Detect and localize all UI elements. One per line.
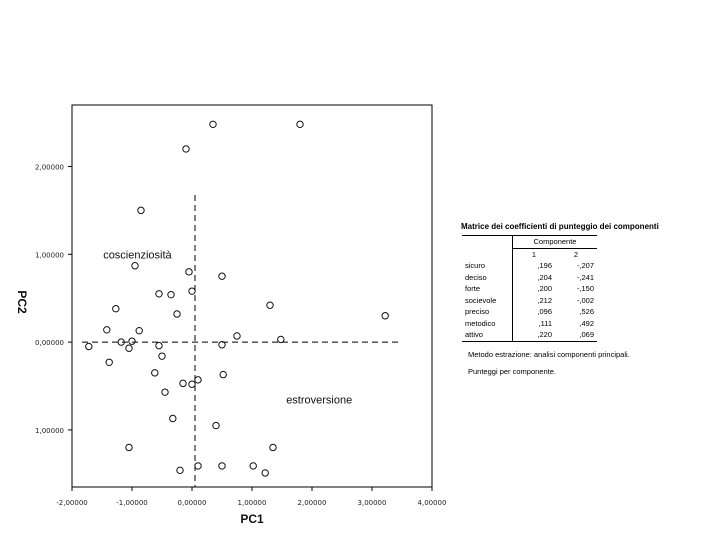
data-point <box>188 380 196 388</box>
data-point <box>161 388 169 396</box>
data-point <box>269 443 277 452</box>
y-tick-label: 1,00000 <box>35 427 64 435</box>
data-point <box>158 352 166 360</box>
data-point <box>194 376 202 384</box>
y-tick-label: 1,00000 <box>35 251 64 259</box>
data-point <box>85 342 93 351</box>
table-row: socievole ,212 -,002 <box>462 294 597 306</box>
x-tick-label: 3,00000 <box>358 499 387 507</box>
plot-frame <box>71 104 433 488</box>
data-point <box>112 305 120 313</box>
row-label: socievole <box>462 294 513 306</box>
table-cell: ,212 <box>537 295 552 305</box>
x-tick-label: -2,00000 <box>56 499 87 507</box>
table-cell: ,204 <box>537 272 552 282</box>
table-column-header: 2 <box>573 249 579 259</box>
table-cell: ,200 <box>537 284 552 293</box>
x-axis: -2,00000 -1,00000 0,00000 1,00000 2,00000 3,0… <box>56 487 446 507</box>
data-point <box>125 443 133 452</box>
x-tick-label: 1,00000 <box>238 499 267 507</box>
table-cell: ,526 <box>579 307 594 316</box>
data-point <box>261 469 269 477</box>
data-point <box>173 310 181 318</box>
row-label: forte <box>462 283 513 295</box>
annotation-label: estroversione <box>286 395 352 407</box>
data-point <box>117 338 125 346</box>
table-row: forte ,200 -,150 <box>462 283 597 295</box>
data-point <box>125 344 133 352</box>
x-axis-title: PC1 <box>240 512 264 526</box>
data-point <box>218 272 226 280</box>
table-cell: ,220 <box>512 329 555 342</box>
data-point <box>105 358 113 367</box>
data-point <box>103 326 111 334</box>
x-tick-label: 4,00000 <box>418 499 447 507</box>
table-row: deciso ,204 -,241 <box>462 271 597 283</box>
data-point <box>135 326 143 335</box>
table-cell: ,196 <box>537 261 552 270</box>
table-cell: -,002 <box>576 295 594 305</box>
table-cell: ,069 <box>555 329 597 342</box>
data-point <box>188 287 196 295</box>
y-tick-label: 0,00000 <box>35 339 64 347</box>
coefficient-table-panel: Matrice dei coefficienti di punteggio de… <box>458 222 708 397</box>
row-label: preciso <box>462 306 513 318</box>
y-axis-title: PC2 <box>15 290 29 314</box>
x-tick-label: 0,00000 <box>178 499 207 507</box>
y-tick-label: 2,00000 <box>35 163 64 171</box>
data-point <box>182 145 190 153</box>
table-cell: ,492 <box>579 318 594 328</box>
data-point <box>137 206 145 215</box>
table-footnote: Metodo estrazione: analisi componenti pr… <box>468 349 630 359</box>
data-point <box>209 120 217 129</box>
data-point <box>155 290 163 298</box>
data-point <box>167 290 175 299</box>
table-row: sicuro ,196 -,207 <box>462 260 597 272</box>
annotations: coscienziosità estroversione <box>103 250 352 407</box>
table-cell: -,207 <box>576 261 594 270</box>
coefficient-table: Componente 1 2 sicuro ,196 -,207 deciso ,204… <box>462 235 597 342</box>
y-axis: 2,00000 1,00000 0,00000 1,00000 <box>35 163 72 435</box>
coefficient-table-title: Matrice dei coefficienti di punteggio de… <box>461 222 659 231</box>
data-point <box>218 341 226 349</box>
row-label: attivo <box>462 329 513 342</box>
data-point <box>151 369 159 377</box>
data-point <box>155 341 163 350</box>
data-points <box>85 120 389 477</box>
row-label: deciso <box>462 271 513 283</box>
table-column-header: 1 <box>531 249 537 259</box>
data-point <box>212 421 220 430</box>
table-cell: -,241 <box>576 272 594 282</box>
data-point <box>176 466 184 475</box>
row-label: sicuro <box>462 260 513 272</box>
table-row: attivo ,220,069 <box>462 329 597 342</box>
x-tick-label: 2,00000 <box>298 499 327 507</box>
data-point <box>219 370 227 379</box>
data-point <box>194 462 202 470</box>
annotation-label: coscienziosità <box>103 250 172 262</box>
table-row: preciso ,096 ,526 <box>462 306 597 318</box>
data-point <box>381 312 389 320</box>
data-point <box>185 268 193 276</box>
data-point <box>277 335 285 344</box>
data-point <box>233 332 241 340</box>
data-point <box>131 262 139 270</box>
table-cell: ,111 <box>538 318 552 328</box>
data-point <box>249 462 257 470</box>
row-label: metodico <box>462 317 513 329</box>
data-point <box>296 120 304 129</box>
data-point <box>266 301 274 309</box>
table-footnote-2: Punteggi per componente. <box>468 366 556 376</box>
x-tick-label: -1,00000 <box>116 499 147 507</box>
table-row: metodico ,111 ,492 <box>462 317 597 329</box>
table-cell: -,150 <box>576 284 594 293</box>
data-point <box>218 462 226 470</box>
table-corner <box>462 235 513 260</box>
data-point <box>128 337 136 345</box>
data-point <box>179 379 187 388</box>
table-group-header: Componente <box>512 235 597 249</box>
data-point <box>169 414 177 423</box>
table-cell: ,096 <box>537 307 552 316</box>
